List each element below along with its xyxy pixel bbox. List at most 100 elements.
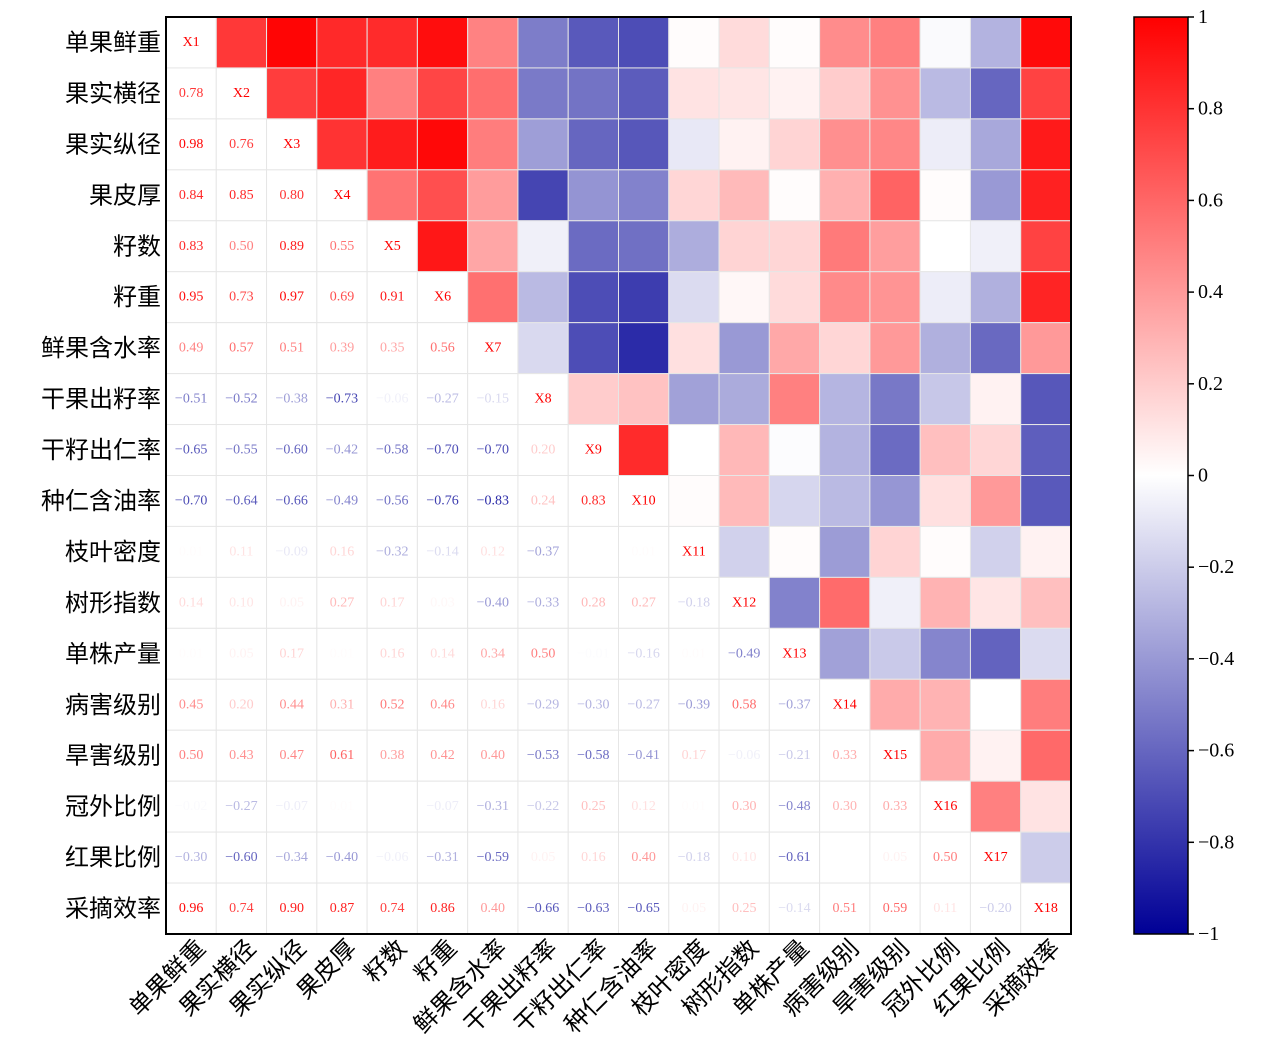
correlation-value: 0.12 [631, 799, 656, 814]
heatmap-color-cell [266, 67, 318, 120]
value-cell [768, 780, 821, 833]
heatmap-color-cell [567, 322, 619, 375]
correlation-value: 0.74 [380, 901, 405, 916]
heatmap-color-cell [768, 169, 821, 222]
heatmap-frame [165, 16, 1072, 935]
heatmap-color-cell [869, 475, 921, 527]
heatmap-color-cell [1020, 271, 1072, 324]
correlation-value: −0.49 [728, 646, 760, 661]
heatmap-color-cell [567, 16, 619, 69]
value-cell [618, 525, 670, 578]
value-cell [316, 220, 368, 273]
heatmap-color-cell [467, 220, 519, 273]
row-label: 果皮厚 [89, 181, 161, 209]
heatmap-color-cell [517, 220, 569, 273]
correlation-value: −0.66 [275, 493, 307, 508]
value-cell [316, 475, 368, 527]
correlation-value: 0.30 [833, 799, 858, 814]
row-label: 采摘效率 [65, 895, 161, 923]
heatmap-color-cell [919, 322, 971, 375]
value-cell [165, 475, 217, 527]
correlation-value: −0.14 [778, 901, 810, 916]
value-cell [366, 882, 418, 935]
colorbar-tick-label: 0.6 [1198, 189, 1223, 211]
correlation-value: 0.01 [330, 799, 355, 814]
heatmap-color-cell [869, 118, 921, 171]
heatmap-color-cell [416, 220, 469, 273]
value-cell [215, 576, 268, 629]
diagonal-cell [718, 576, 770, 629]
correlation-value: 0.45 [179, 697, 204, 712]
heatmap-color-cell [668, 475, 720, 527]
value-cell [215, 729, 268, 782]
value-cell [266, 780, 318, 833]
heatmap-color-cell [668, 16, 720, 69]
heatmap-color-cell [819, 220, 871, 273]
correlation-value: −0.61 [778, 850, 810, 865]
heatmap-color-cell [668, 169, 720, 222]
heatmap-color-cell [467, 16, 519, 69]
value-cell [618, 678, 670, 731]
heatmap-color-cell [819, 118, 871, 171]
correlation-value: 0.25 [581, 799, 606, 814]
value-cell [215, 169, 268, 222]
heatmap-color-cell [969, 271, 1022, 324]
value-cell [366, 322, 418, 375]
value-cell [266, 322, 318, 375]
heatmap-color-cell [919, 16, 971, 69]
value-cell [467, 831, 519, 884]
heatmap-color-cell [819, 322, 871, 375]
heatmap-color-cell [618, 424, 670, 476]
row-labels: 单果鲜重果实横径果实纵径果皮厚籽数籽重鲜果含水率干果出籽率干籽出仁率种仁含油率枝… [41, 28, 161, 922]
diagonal-cell [316, 169, 368, 222]
correlation-value: −0.02 [175, 799, 207, 814]
heatmap-color-cell [366, 67, 418, 120]
correlation-value: 0.16 [581, 850, 606, 865]
correlation-value: −0.49 [326, 493, 358, 508]
value-cell [467, 780, 519, 833]
heatmap-color-cell [668, 424, 720, 476]
heatmap-color-cell [869, 424, 921, 476]
heatmap-color-cell [567, 169, 619, 222]
correlation-value: −0.33 [527, 595, 559, 610]
correlation-value: 0.05 [279, 595, 304, 610]
correlation-value: 0.51 [833, 901, 858, 916]
row-label: 鲜果含水率 [41, 334, 161, 362]
value-cell [215, 678, 268, 731]
value-cell [266, 271, 318, 324]
heatmap-color-cell [768, 475, 821, 527]
row-label: 枝叶密度 [65, 538, 161, 566]
correlation-value: −0.09 [275, 544, 307, 559]
heatmap-color-cell [869, 576, 921, 629]
heatmap-color-cell [718, 322, 770, 375]
correlation-value: −0.73 [326, 392, 358, 407]
heatmap-color-cell [718, 475, 770, 527]
heatmap-color-cell [819, 475, 871, 527]
heatmap-color-cell [618, 67, 670, 120]
correlation-value: 0.50 [179, 748, 204, 763]
heatmap-color-cell [969, 373, 1022, 426]
correlation-value: 0.50 [933, 850, 958, 865]
value-cell [567, 729, 619, 782]
heatmap-color-cell [768, 576, 821, 629]
correlation-value: 0.91 [380, 290, 405, 305]
heatmap-color-cell [618, 169, 670, 222]
heatmap-color-cell [1020, 118, 1072, 171]
heatmap-color-cell [718, 271, 770, 324]
heatmap-color-cell [1020, 322, 1072, 375]
heatmap-color-cell [969, 118, 1022, 171]
variable-code: X6 [434, 290, 451, 305]
heatmap-color-cell [919, 118, 971, 171]
value-cell [266, 678, 318, 731]
heatmap-color-cell [567, 118, 619, 171]
heatmap-color-cell [969, 627, 1022, 680]
heatmap-color-cell [366, 16, 418, 69]
correlation-value: −0.07 [275, 799, 307, 814]
correlation-value: −0.20 [979, 901, 1011, 916]
correlation-value: 0.49 [179, 341, 204, 356]
variable-code: X1 [183, 35, 200, 50]
correlation-value: 0.01 [682, 799, 707, 814]
value-cell [467, 424, 519, 476]
heatmap-color-cell [618, 373, 670, 426]
diagonal-cell [366, 220, 418, 273]
